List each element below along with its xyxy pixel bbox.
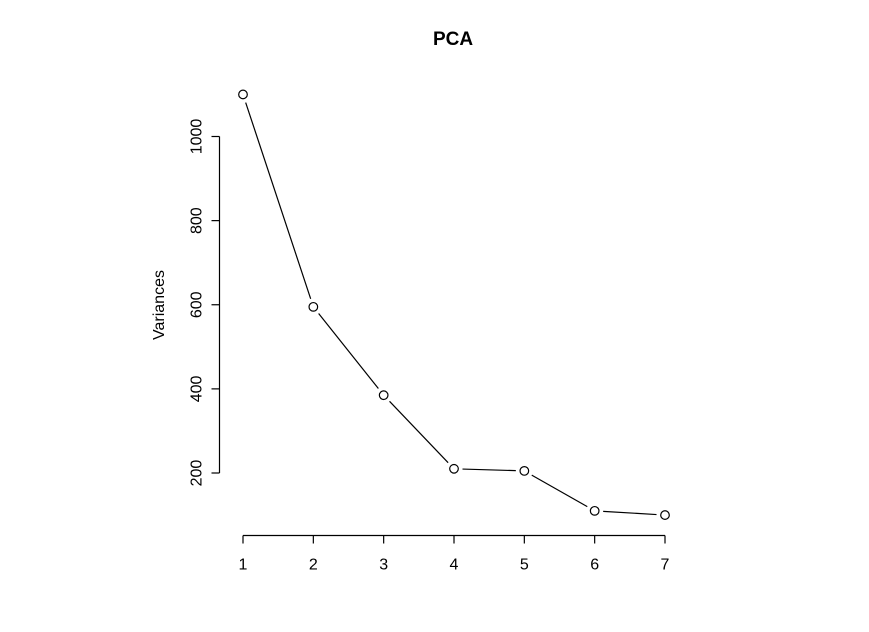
data-point-marker <box>449 463 459 474</box>
data-point-marker <box>589 505 600 516</box>
data-point-marker <box>660 510 670 520</box>
data-point-marker <box>308 301 319 312</box>
series-line-segment <box>389 400 449 464</box>
x-axis-tick-label: 4 <box>450 557 459 574</box>
x-axis-tick-label: 1 <box>239 557 248 574</box>
series-line-segment <box>603 510 657 516</box>
data-point-marker <box>238 89 248 100</box>
data-point-marker <box>519 465 530 476</box>
x-axis-tick-label: 7 <box>661 557 670 574</box>
y-axis-tick-label: 1000 <box>189 119 206 155</box>
x-axis-tick-label: 2 <box>309 557 318 574</box>
series-line-segment <box>245 102 312 299</box>
x-axis-tick-label: 3 <box>379 557 388 574</box>
series-line-segment <box>462 468 516 472</box>
chart-title: PCA <box>432 29 474 50</box>
y-axis-tick-label: 400 <box>189 375 206 402</box>
x-axis-tick-label: 6 <box>590 557 599 574</box>
x-axis-tick-label: 5 <box>520 557 529 574</box>
data-point-marker <box>378 390 389 401</box>
y-axis-tick-label: 200 <box>189 460 206 487</box>
y-axis-tick-label: 800 <box>189 207 206 234</box>
y-axis-tick-label: 600 <box>189 291 206 318</box>
series-line-segment <box>531 474 588 508</box>
series-line-segment <box>318 313 379 389</box>
